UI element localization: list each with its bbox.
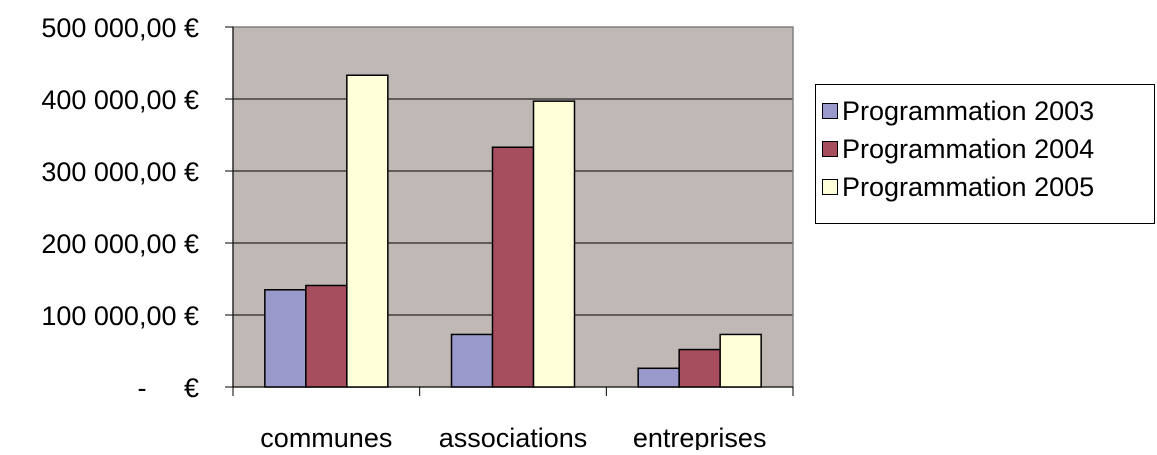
bar [678,348,721,388]
x-tick-label: entreprises [633,423,767,450]
bar [450,333,494,388]
bar [346,74,389,388]
bar [532,100,576,388]
legend-swatch [822,179,838,195]
legend-item: Programmation 2004 [822,130,1154,168]
legend-item: Programmation 2003 [822,92,1154,130]
y-tick-label: 300 000,00 € [41,157,199,187]
y-tick-label: 200 000,00 € [41,229,199,259]
y-tick-label: 100 000,00 € [41,301,199,331]
y-tick-label: - € [137,373,199,403]
legend-swatch [822,103,838,119]
bar [719,333,762,388]
bar [491,146,535,388]
legend-swatch [822,141,838,157]
legend-label: Programmation 2004 [842,133,1095,164]
bar [305,284,348,388]
legend-label: Programmation 2005 [842,171,1095,202]
legend-label: Programmation 2003 [842,95,1095,126]
x-tick-label: communes [260,423,392,450]
x-tick-label: associations [439,423,588,450]
bar [264,289,307,388]
bar [637,367,680,388]
y-tick-label: 500 000,00 € [41,13,199,43]
y-tick-label: 400 000,00 € [41,85,199,115]
chart-legend: Programmation 2003 Programmation 2004 Pr… [815,84,1155,224]
legend-item: Programmation 2005 [822,168,1154,206]
